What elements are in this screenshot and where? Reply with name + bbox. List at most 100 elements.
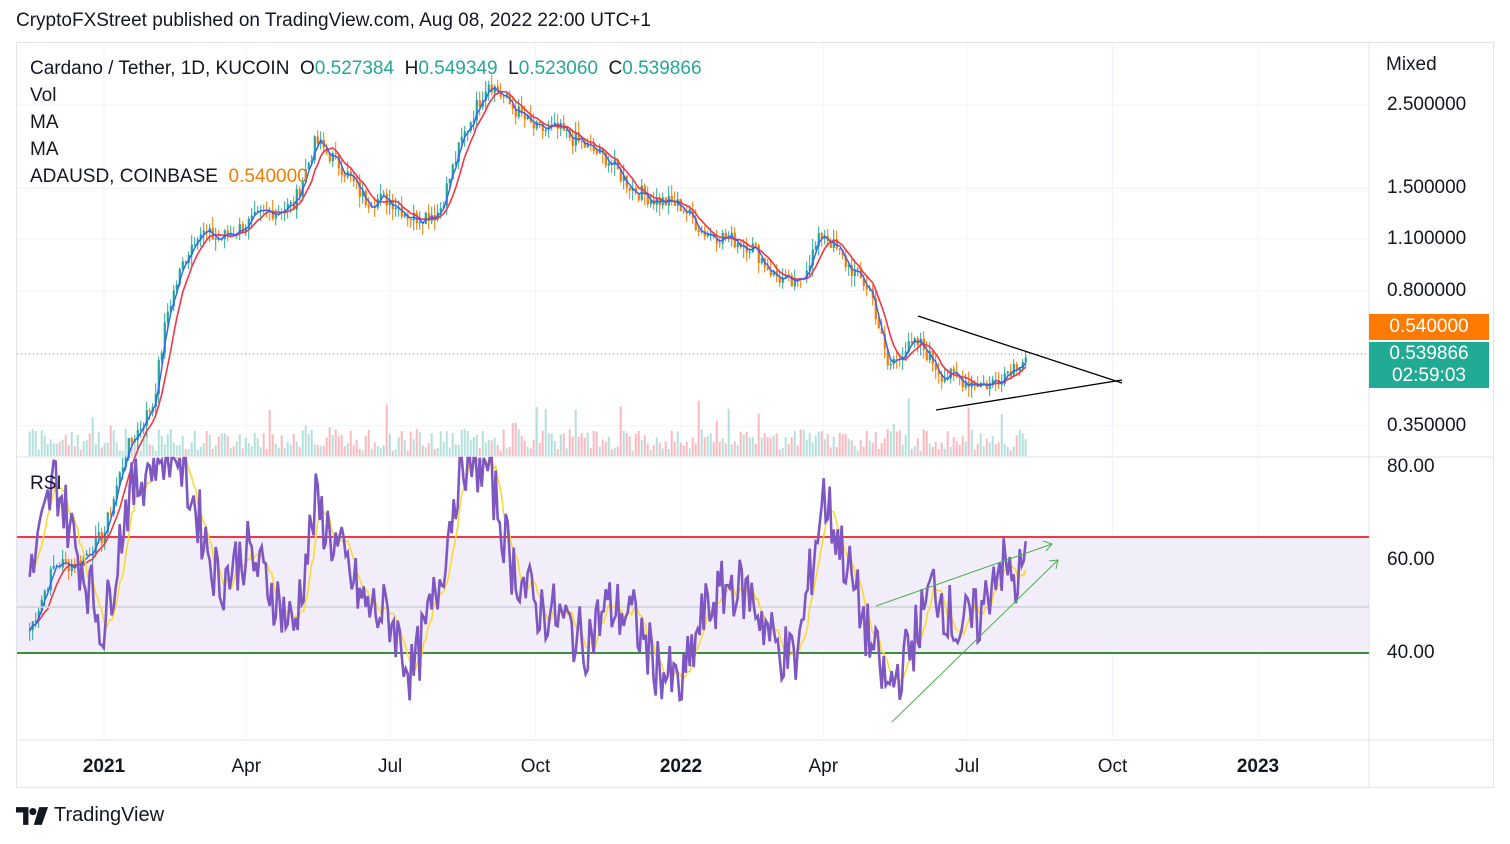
- volume-bar: [64, 434, 67, 456]
- legend-compare[interactable]: ADAUSD, COINBASE 0.540000: [30, 166, 308, 188]
- candle-body: [604, 152, 607, 166]
- candle-body: [550, 124, 553, 127]
- volume-bar: [871, 443, 874, 456]
- candle-body: [394, 207, 397, 210]
- volume-bar: [856, 450, 859, 456]
- volume-bar: [382, 445, 385, 456]
- volume-bar: [754, 443, 757, 456]
- volume-bar: [982, 446, 985, 456]
- volume-bar: [628, 436, 631, 456]
- volume-bar: [868, 440, 871, 456]
- candle-body: [487, 84, 490, 92]
- volume-bar: [619, 406, 622, 456]
- scale-mode-label[interactable]: Mixed: [1386, 54, 1437, 75]
- candle-body: [304, 169, 307, 182]
- volume-bar: [58, 441, 61, 456]
- volume-bar: [130, 440, 133, 456]
- volume-bar: [253, 432, 256, 456]
- volume-bar: [211, 448, 214, 456]
- volume-bar: [220, 433, 223, 456]
- volume-bar: [955, 440, 958, 456]
- candle-body: [463, 131, 466, 137]
- volume-bar: [385, 404, 388, 456]
- volume-bar: [649, 449, 652, 456]
- candle-body: [805, 270, 808, 279]
- volume-bar: [901, 444, 904, 456]
- volume-bar: [181, 435, 184, 456]
- candle-body: [820, 233, 823, 239]
- legend-ma-2[interactable]: MA: [30, 139, 59, 160]
- volume-bar: [580, 433, 583, 456]
- rsi-label[interactable]: RSI: [30, 473, 62, 494]
- time-axis-label: Jul: [954, 756, 980, 777]
- volume-bar: [637, 430, 640, 456]
- candle-body: [448, 178, 451, 184]
- candle-body: [361, 190, 364, 197]
- candle-body: [193, 244, 196, 246]
- candle-body: [409, 218, 412, 221]
- volume-bar: [616, 446, 619, 456]
- volume-bar: [418, 432, 421, 456]
- candle-body: [289, 202, 292, 204]
- candle-body: [982, 382, 985, 384]
- legend-close: 0.539866: [622, 58, 702, 79]
- volume-bar: [268, 409, 271, 456]
- candle-body: [586, 143, 589, 148]
- candle-body: [928, 350, 931, 361]
- volume-bar: [886, 429, 889, 456]
- legend-vol[interactable]: Vol: [30, 85, 57, 106]
- volume-bar: [154, 450, 157, 456]
- candle-body: [811, 249, 814, 266]
- volume-bar: [988, 442, 991, 456]
- candle-body: [952, 368, 955, 373]
- candle-body: [643, 185, 646, 195]
- volume-bar: [535, 407, 538, 456]
- candle-body: [997, 379, 1000, 385]
- candle-body: [352, 176, 355, 181]
- volume-bar: [748, 437, 751, 456]
- candle-body: [433, 215, 436, 220]
- volume-bar: [883, 438, 886, 456]
- volume-bar: [718, 441, 721, 456]
- candle-body: [34, 620, 37, 622]
- volume-bar: [400, 431, 403, 456]
- candle-body: [190, 244, 193, 256]
- candle-body: [502, 96, 505, 98]
- volume-bar: [658, 442, 661, 456]
- candle-body: [484, 91, 487, 101]
- legend-ohlc: Cardano / Tether, 1D, KUCOIN O0.527384 H…: [30, 58, 702, 80]
- candle-body: [520, 106, 523, 114]
- last-price-value: 0.539866: [1389, 343, 1469, 364]
- candle-body: [439, 208, 442, 213]
- volume-bar: [226, 436, 229, 456]
- volume-bar: [727, 408, 730, 456]
- volume-bar: [346, 443, 349, 456]
- rsi-upper-arrowhead: [1042, 540, 1053, 552]
- candle-body: [169, 306, 172, 312]
- volume-bar: [166, 434, 169, 456]
- volume-bar: [94, 444, 97, 456]
- volume-bar: [997, 442, 1000, 456]
- volume-bar: [193, 430, 196, 456]
- time-axis-label: 2023: [1236, 756, 1280, 777]
- volume-bar: [70, 431, 73, 456]
- volume-bar: [805, 440, 808, 456]
- volume-bar: [424, 447, 427, 456]
- rsi-axis-label: 60.00: [1387, 549, 1435, 570]
- footer-brand[interactable]: TradingView: [16, 804, 164, 827]
- volume-bar: [196, 449, 199, 456]
- volume-bar: [559, 434, 562, 456]
- grid-lines: [17, 43, 1369, 740]
- legend-c-label: C: [608, 58, 623, 79]
- candle-body: [160, 352, 163, 361]
- volume-bar: [829, 447, 832, 456]
- volume-bar: [1015, 435, 1018, 456]
- candle-body: [718, 243, 721, 245]
- legend-ma-1[interactable]: MA: [30, 112, 59, 133]
- volume-bar: [577, 436, 580, 456]
- candle-body: [511, 103, 514, 109]
- volume-bar: [613, 447, 616, 456]
- candle-body: [496, 86, 499, 93]
- volume-bar: [361, 450, 364, 456]
